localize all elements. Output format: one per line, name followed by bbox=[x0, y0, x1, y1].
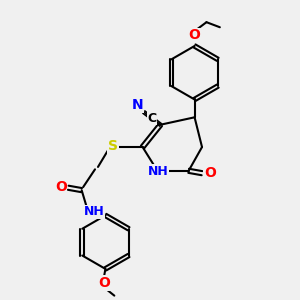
Text: O: O bbox=[98, 276, 110, 290]
Text: N: N bbox=[132, 98, 143, 112]
Text: NH: NH bbox=[148, 165, 168, 178]
Text: S: S bbox=[108, 140, 118, 153]
Text: O: O bbox=[189, 28, 200, 42]
Text: NH: NH bbox=[84, 205, 104, 218]
Text: O: O bbox=[55, 180, 67, 194]
Text: C: C bbox=[148, 112, 157, 125]
Text: O: O bbox=[204, 166, 216, 180]
